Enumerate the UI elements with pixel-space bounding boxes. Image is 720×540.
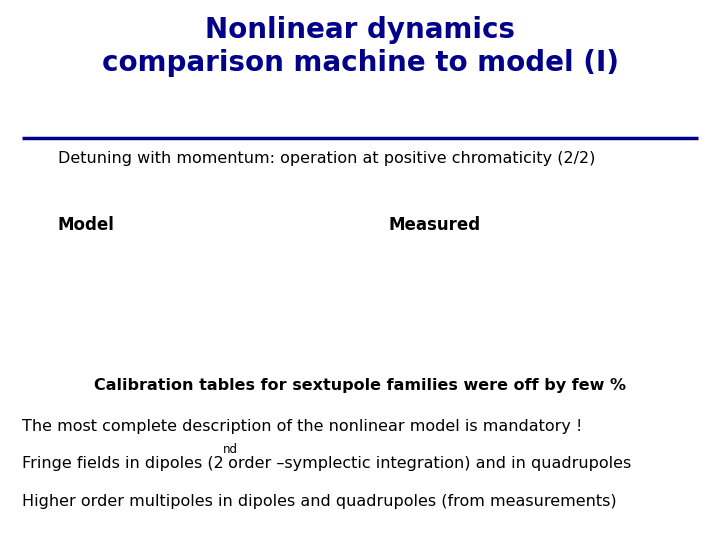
Text: Model: Model bbox=[58, 216, 114, 234]
Text: Fringe fields in dipoles (2: Fringe fields in dipoles (2 bbox=[22, 456, 223, 471]
Text: nd: nd bbox=[223, 443, 238, 456]
Text: The most complete description of the nonlinear model is mandatory !: The most complete description of the non… bbox=[22, 418, 582, 434]
Text: Nonlinear dynamics
comparison machine to model (I): Nonlinear dynamics comparison machine to… bbox=[102, 16, 618, 77]
Text: Higher order multipoles in dipoles and quadrupoles (from measurements): Higher order multipoles in dipoles and q… bbox=[22, 494, 616, 509]
Text: Detuning with momentum: operation at positive chromaticity (2/2): Detuning with momentum: operation at pos… bbox=[58, 151, 595, 166]
Text: Calibration tables for sextupole families were off by few %: Calibration tables for sextupole familie… bbox=[94, 378, 626, 393]
Text: order –symplectic integration) and in quadrupoles: order –symplectic integration) and in qu… bbox=[223, 456, 631, 471]
Text: Measured: Measured bbox=[389, 216, 481, 234]
